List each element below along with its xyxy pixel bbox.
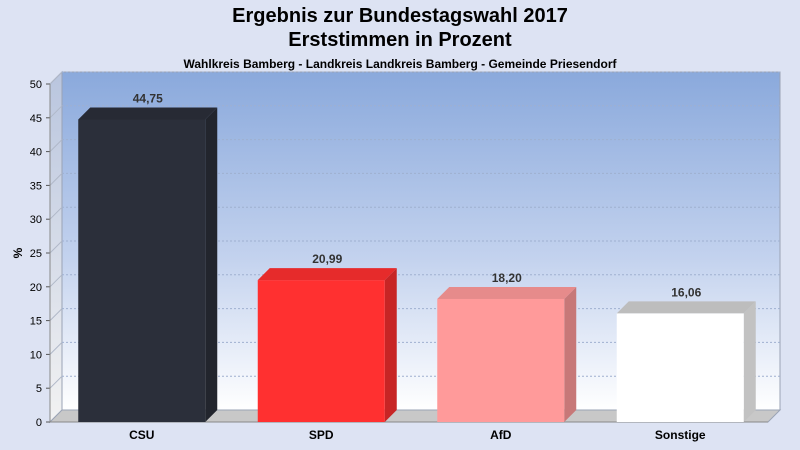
chart-caption: Wahlkreis Bamberg - Landkreis Landkreis …: [183, 57, 617, 71]
gridline-wall: [49, 139, 63, 152]
y-tick-label: 45: [30, 113, 42, 125]
y-tick-label: 15: [30, 316, 42, 328]
chart-subtitle: Erststimmen in Prozent: [288, 29, 512, 51]
gridline-wall: [49, 342, 63, 355]
bar-spd: [257, 280, 385, 422]
bar-side: [205, 107, 218, 423]
y-tick-label: 50: [30, 79, 42, 91]
bar-top: [437, 286, 577, 299]
x-tick-label: Sonstige: [655, 428, 706, 442]
bar-side: [384, 268, 397, 422]
data-label: 20,99: [312, 252, 342, 266]
bar-side: [743, 301, 756, 422]
gridline-wall: [49, 105, 63, 119]
gridline-wall: [49, 206, 63, 220]
chart-title: Ergebnis zur Bundestagswahl 2017: [232, 5, 568, 27]
y-tick-label: 0: [36, 417, 42, 429]
data-label: 18,20: [492, 271, 522, 285]
y-tick-label: 30: [30, 214, 42, 226]
bar-csu: [78, 119, 206, 423]
bar-top: [78, 107, 218, 120]
y-tick-label: 20: [30, 282, 42, 294]
gridline-wall: [49, 71, 63, 85]
y-tick-label: 10: [30, 349, 42, 361]
bar-sonstige: [616, 313, 744, 422]
chart-titles: Ergebnis zur Bundestagswahl 2017 Erststi…: [0, 4, 800, 73]
y-tick-label: 35: [30, 180, 42, 192]
data-label: 16,06: [671, 285, 701, 299]
x-tick-label: CSU: [129, 428, 154, 442]
gridline-wall: [49, 308, 63, 321]
bar-top: [616, 301, 756, 314]
bar-top: [257, 268, 397, 281]
x-tick-label: AfD: [490, 428, 512, 442]
y-tick-label: 5: [36, 383, 42, 395]
bar-side: [564, 286, 577, 422]
y-tick-label: 25: [30, 248, 42, 260]
gridline-wall: [49, 240, 63, 254]
x-tick-label: SPD: [309, 428, 334, 442]
y-tick-label: 40: [30, 147, 42, 159]
y-axis-label: %: [11, 247, 25, 258]
gridline-wall: [49, 375, 63, 389]
bar-afd: [437, 298, 565, 422]
gridline-wall: [49, 173, 63, 186]
gridline-wall: [49, 274, 63, 288]
data-label: 44,75: [133, 91, 163, 105]
